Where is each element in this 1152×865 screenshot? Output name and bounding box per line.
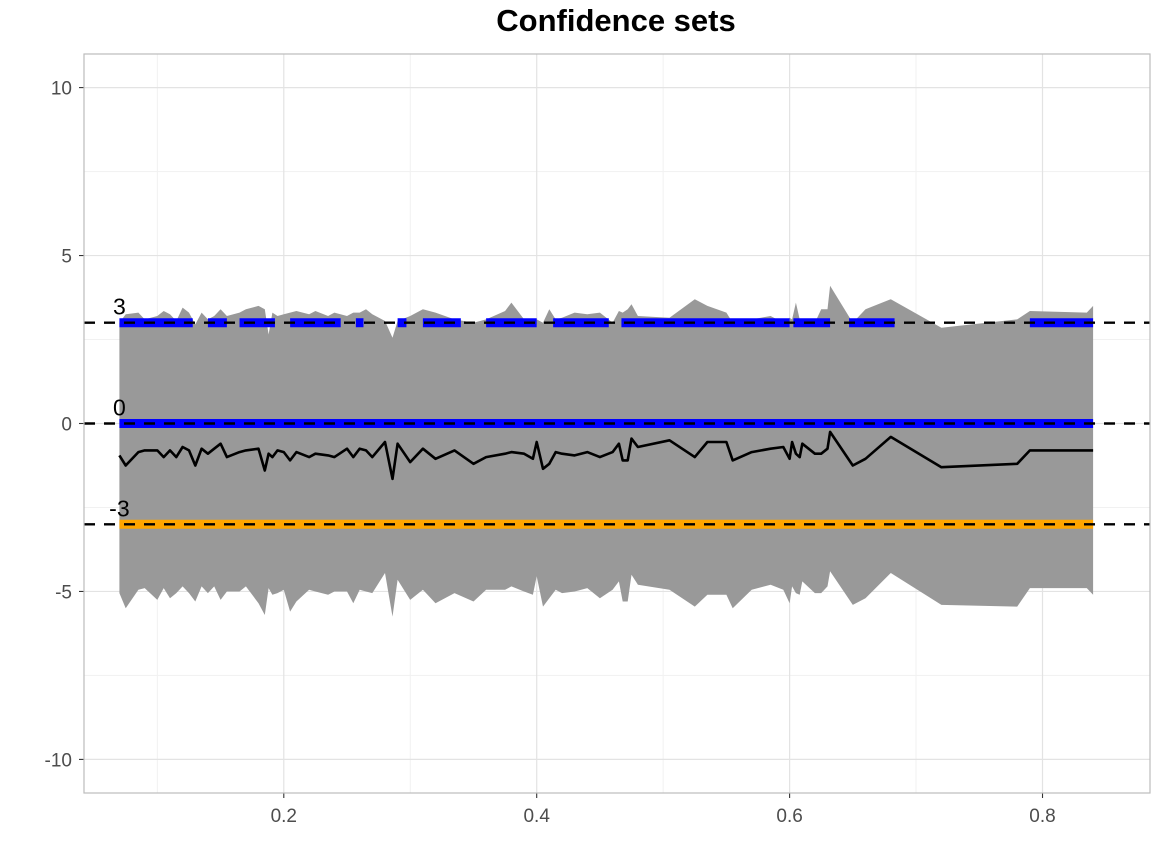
confidence-band-layer bbox=[119, 285, 1094, 617]
estimate-line-layer bbox=[118, 430, 1094, 481]
y-tick-label: -5 bbox=[55, 582, 72, 603]
reference-line-label: -3 bbox=[109, 495, 129, 521]
x-tick-label: 0.2 bbox=[271, 806, 297, 827]
reference-label-layer: 3 0 -3 bbox=[109, 294, 129, 522]
reference-line-label: 0 bbox=[113, 395, 126, 421]
chart-title: Confidence sets bbox=[496, 3, 735, 38]
y-tick-label: 0 bbox=[61, 415, 72, 436]
y-tick-label: -10 bbox=[45, 750, 72, 771]
reference-line-label: 3 bbox=[113, 294, 126, 320]
reference-line-layer bbox=[84, 321, 1150, 526]
y-tick-label: 5 bbox=[61, 247, 72, 268]
x-tick-label: 0.8 bbox=[1029, 806, 1055, 827]
estimate-line bbox=[118, 430, 1094, 481]
axis-layer: 0.2 0.4 0.6 0.8 -10 -5 0 5 10 bbox=[45, 79, 1056, 827]
y-tick-label: 10 bbox=[51, 79, 72, 100]
x-tick-label: 0.6 bbox=[776, 806, 802, 827]
panel-border bbox=[83, 53, 1151, 794]
x-tick-label: 0.4 bbox=[523, 806, 550, 827]
confidence-band bbox=[119, 285, 1094, 617]
